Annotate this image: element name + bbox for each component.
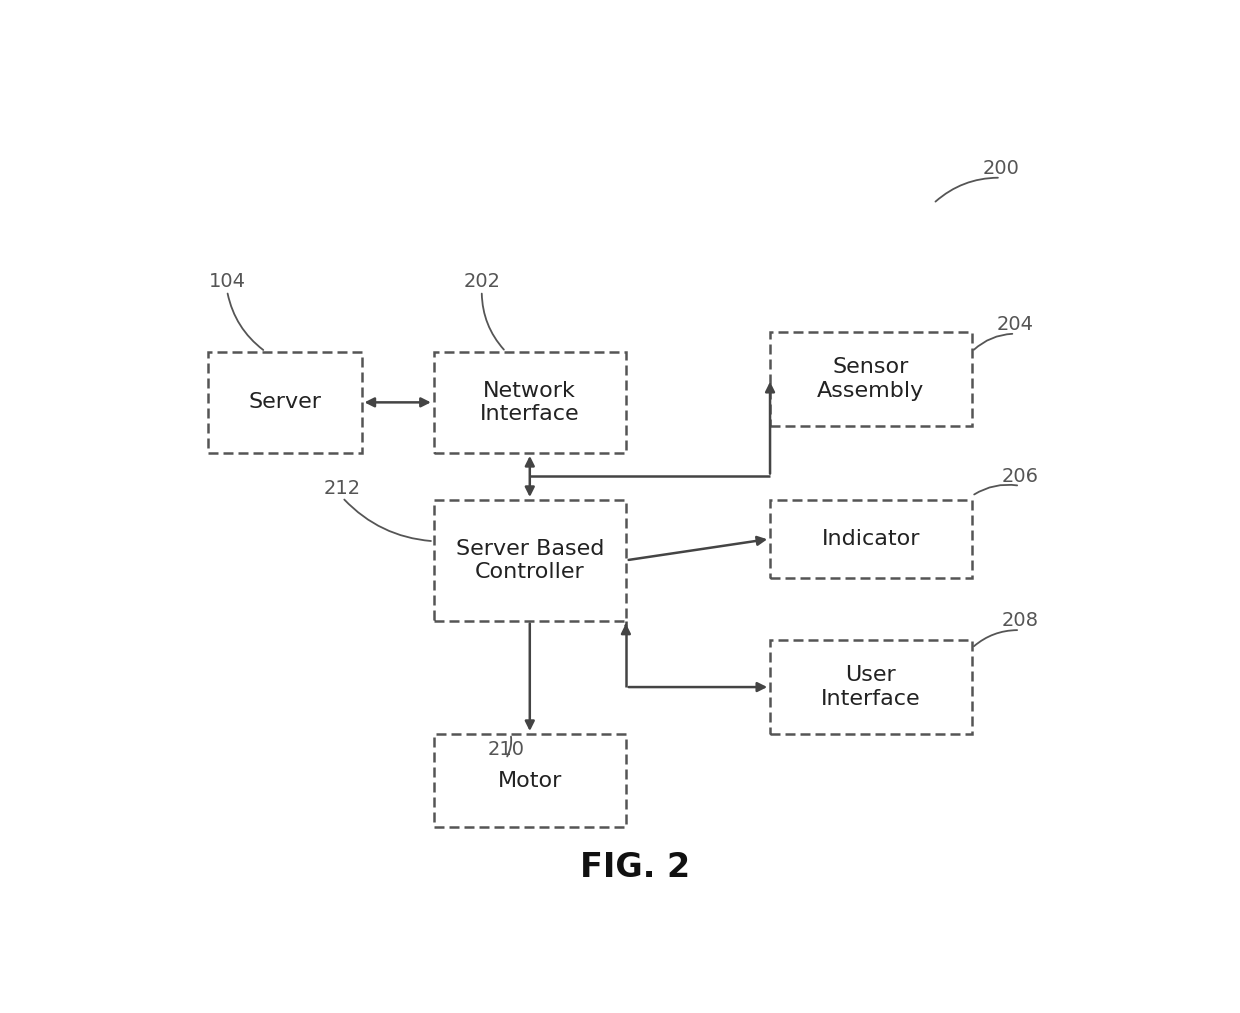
Text: 208: 208 bbox=[1002, 611, 1038, 630]
Text: Motor: Motor bbox=[497, 771, 562, 791]
FancyBboxPatch shape bbox=[770, 640, 972, 733]
FancyBboxPatch shape bbox=[434, 352, 626, 453]
FancyBboxPatch shape bbox=[770, 499, 972, 577]
Text: Network
Interface: Network Interface bbox=[480, 381, 579, 424]
FancyBboxPatch shape bbox=[208, 352, 362, 453]
FancyBboxPatch shape bbox=[434, 499, 626, 621]
Text: 104: 104 bbox=[208, 271, 246, 291]
Text: 206: 206 bbox=[1002, 467, 1038, 486]
Text: User
Interface: User Interface bbox=[821, 666, 921, 709]
Text: Server: Server bbox=[248, 392, 321, 412]
Text: Indicator: Indicator bbox=[822, 529, 920, 549]
Text: Server Based
Controller: Server Based Controller bbox=[455, 539, 604, 581]
Text: 202: 202 bbox=[464, 271, 500, 291]
Text: 210: 210 bbox=[487, 739, 525, 759]
Text: 212: 212 bbox=[324, 479, 361, 497]
FancyBboxPatch shape bbox=[770, 332, 972, 425]
Text: FIG. 2: FIG. 2 bbox=[580, 851, 691, 884]
FancyBboxPatch shape bbox=[434, 733, 626, 828]
Text: 204: 204 bbox=[997, 315, 1034, 334]
Text: Sensor
Assembly: Sensor Assembly bbox=[817, 358, 925, 400]
Text: 200: 200 bbox=[982, 159, 1019, 178]
